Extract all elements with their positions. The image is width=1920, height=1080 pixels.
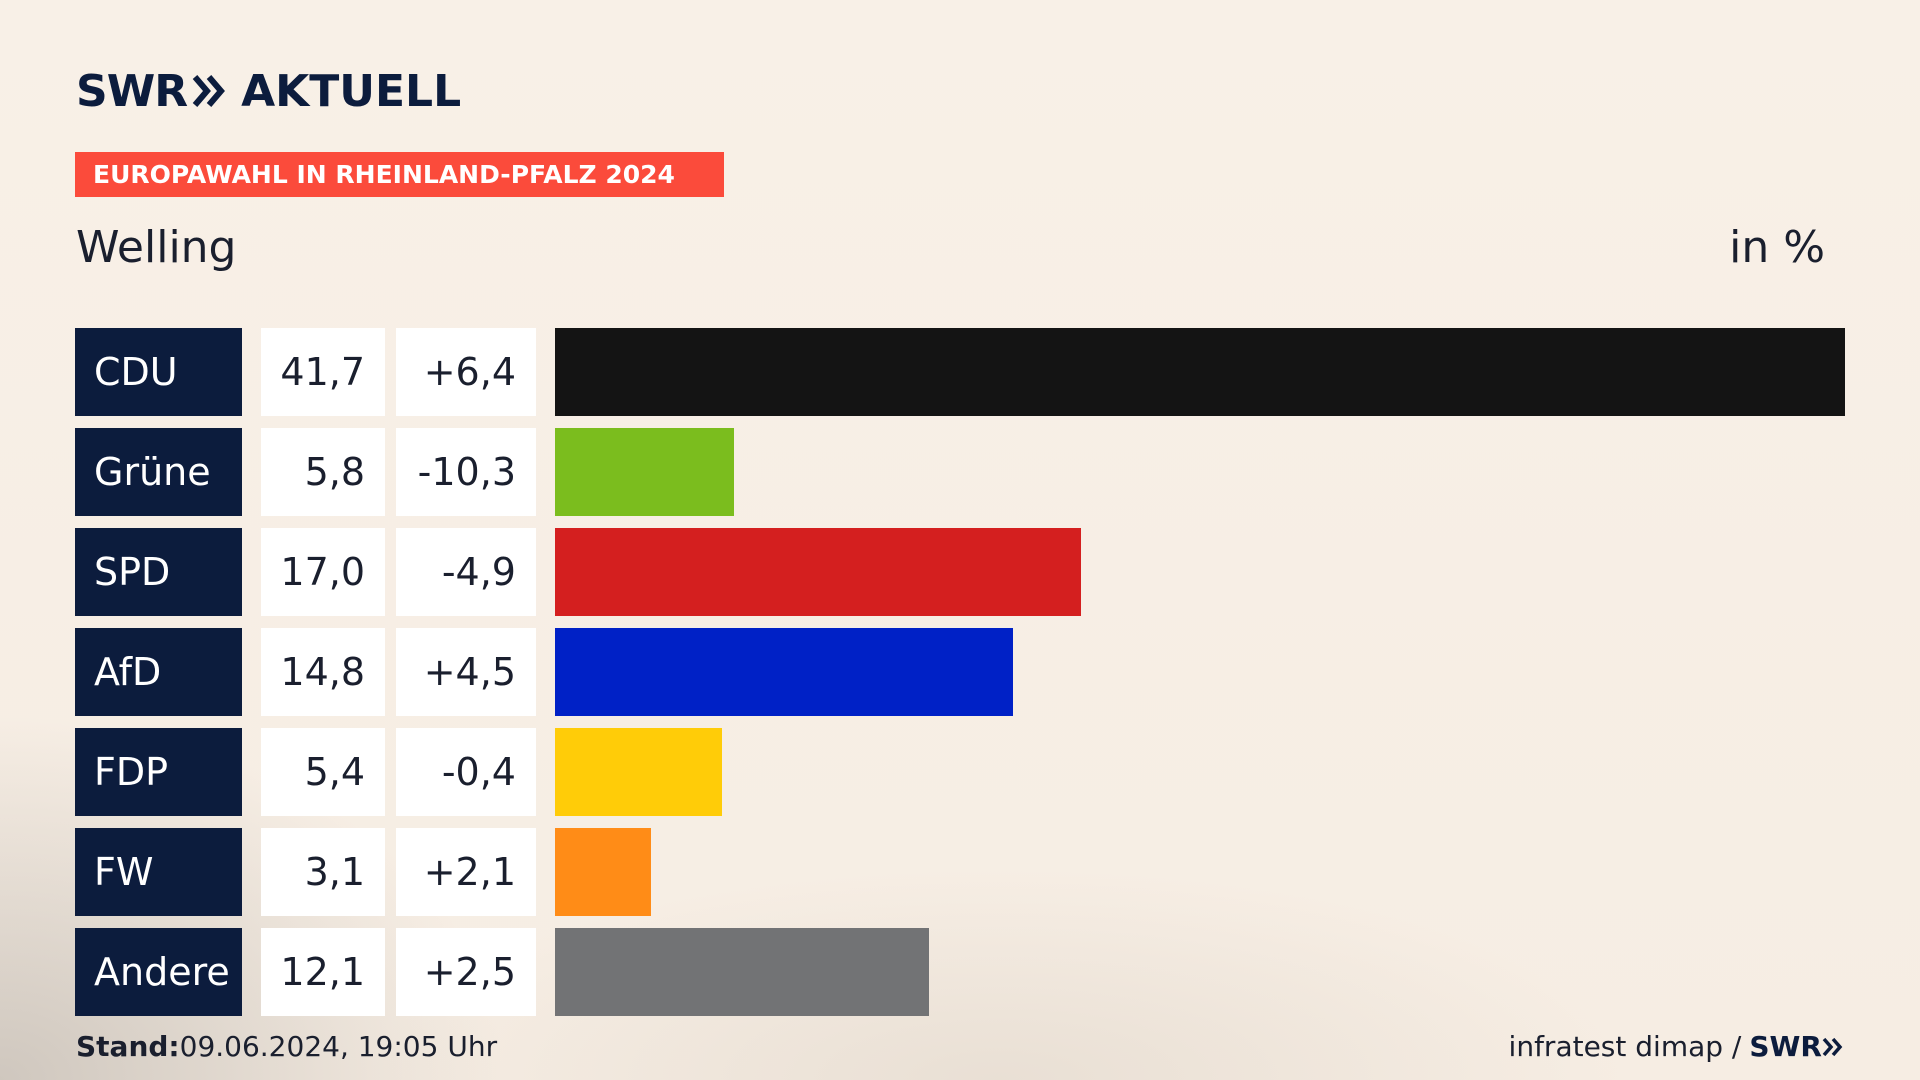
party-label: CDU: [75, 328, 242, 416]
election-banner: EUROPAWAHL IN RHEINLAND-PFALZ 2024: [75, 152, 724, 197]
vote-share-bar: [555, 528, 1081, 616]
party-label: FDP: [75, 728, 242, 816]
vote-share-bar: [555, 928, 929, 1016]
small-double-chevron-icon: [1822, 1037, 1843, 1056]
vote-share-value: 17,0: [261, 528, 385, 616]
vote-share-value: 12,1: [261, 928, 385, 1016]
unit-label: in %: [1729, 222, 1825, 273]
swr-small-text: SWR: [1749, 1030, 1822, 1063]
party-label: SPD: [75, 528, 242, 616]
location-title: Welling: [76, 222, 237, 273]
vote-share-bar: [555, 828, 651, 916]
party-label: Andere: [75, 928, 242, 1016]
vote-share-value: 3,1: [261, 828, 385, 916]
stand-label: Stand:: [76, 1030, 180, 1063]
change-value: +6,4: [396, 328, 536, 416]
change-value: -0,4: [396, 728, 536, 816]
party-label: FW: [75, 828, 242, 916]
double-chevron-icon: [191, 74, 227, 108]
source-credit: infratest dimap / SWR: [1509, 1030, 1844, 1063]
vote-share-bar: [555, 328, 1845, 416]
swr-aktuell-logo: SWR AKTUELL: [76, 65, 462, 117]
vote-share-value: 5,4: [261, 728, 385, 816]
change-value: +2,5: [396, 928, 536, 1016]
party-label: AfD: [75, 628, 242, 716]
vote-share-bar: [555, 728, 722, 816]
source-text: infratest dimap /: [1508, 1030, 1742, 1063]
vote-share-value: 14,8: [261, 628, 385, 716]
change-value: +4,5: [396, 628, 536, 716]
vote-share-bar: [555, 628, 1013, 716]
stand-value: 09.06.2024, 19:05 Uhr: [179, 1030, 498, 1063]
party-label: Grüne: [75, 428, 242, 516]
timestamp: Stand:09.06.2024, 19:05 Uhr: [76, 1030, 497, 1063]
vote-share-bar: [555, 428, 734, 516]
vote-share-value: 5,8: [261, 428, 385, 516]
logo-aktuell-text: AKTUELL: [241, 65, 462, 117]
change-value: -10,3: [396, 428, 536, 516]
logo-swr-text: SWR: [76, 65, 188, 117]
swr-small-logo: SWR: [1749, 1030, 1844, 1063]
change-value: -4,9: [396, 528, 536, 616]
change-value: +2,1: [396, 828, 536, 916]
vote-share-value: 41,7: [261, 328, 385, 416]
